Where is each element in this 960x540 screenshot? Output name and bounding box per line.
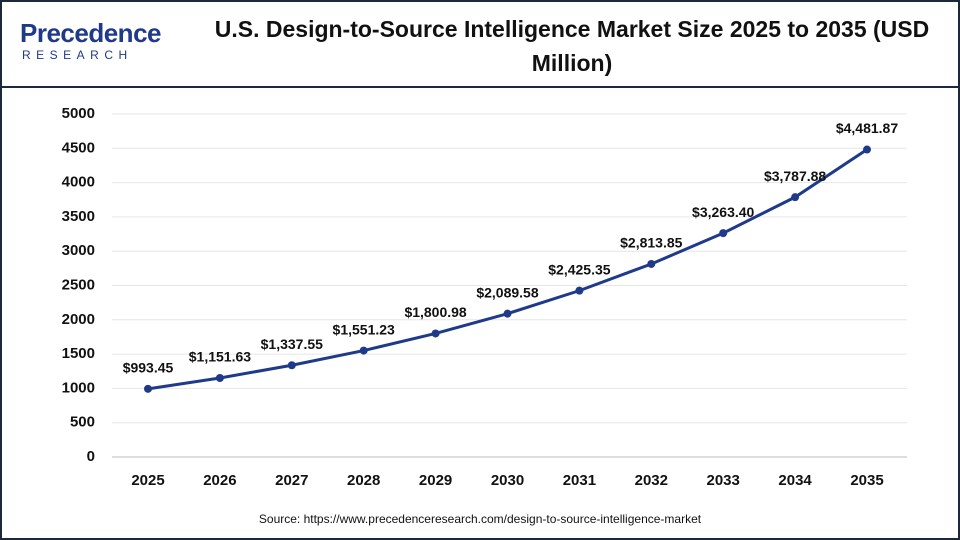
point bbox=[575, 286, 584, 295]
y-tick-label: 1500 bbox=[62, 345, 95, 362]
logo-sub: RESEARCH bbox=[22, 48, 133, 62]
point bbox=[287, 361, 296, 370]
data-label: $2,089.58 bbox=[476, 284, 538, 300]
point bbox=[503, 309, 512, 318]
y-tick-label: 4500 bbox=[62, 139, 95, 156]
data-label: $1,551.23 bbox=[333, 321, 395, 337]
point bbox=[215, 373, 224, 382]
x-tick-label: 2033 bbox=[707, 472, 740, 489]
point bbox=[863, 145, 871, 154]
x-tick-label: 2026 bbox=[203, 472, 236, 489]
x-tick-label: 2032 bbox=[635, 472, 668, 489]
data-label: $4,481.87 bbox=[836, 120, 898, 136]
line bbox=[147, 148, 868, 391]
x-tick-label: 2034 bbox=[778, 472, 812, 489]
data-label: $3,263.40 bbox=[692, 204, 754, 220]
x-tick-label: 2035 bbox=[850, 472, 883, 489]
y-tick-label: 2500 bbox=[62, 276, 95, 293]
point bbox=[791, 193, 800, 202]
header-rule bbox=[2, 86, 958, 88]
data-label: $1,800.98 bbox=[404, 304, 466, 320]
x-tick-label: 2025 bbox=[131, 472, 164, 489]
x-tick-label: 2027 bbox=[275, 472, 308, 489]
point bbox=[359, 346, 368, 355]
y-tick-label: 5000 bbox=[62, 105, 95, 122]
data-label: $1,337.55 bbox=[261, 336, 323, 352]
y-tick-label: 0 bbox=[87, 448, 95, 465]
point bbox=[144, 384, 152, 393]
point bbox=[431, 329, 440, 338]
chart-title: U.S. Design-to-Source Intelligence Marke… bbox=[214, 16, 930, 76]
y-tick-label: 3500 bbox=[62, 208, 95, 225]
data-label: $3,787.88 bbox=[764, 168, 826, 184]
data-label: $2,813.85 bbox=[620, 235, 682, 251]
source: Source: https://www.precedenceresearch.c… bbox=[259, 512, 702, 526]
x-tick-label: 2028 bbox=[347, 472, 380, 489]
data-label: $993.45 bbox=[123, 360, 174, 376]
point bbox=[719, 229, 728, 238]
data-label: $1,151.63 bbox=[189, 349, 251, 365]
x-tick-label: 2029 bbox=[419, 472, 452, 489]
y-tick-label: 3000 bbox=[62, 242, 95, 259]
y-tick-label: 2000 bbox=[62, 311, 95, 328]
x-tick-label: 2031 bbox=[563, 472, 596, 489]
point bbox=[647, 259, 656, 268]
y-tick-label: 1000 bbox=[62, 379, 95, 396]
logo-name: Precedence bbox=[20, 18, 161, 48]
y-tick-label: 500 bbox=[70, 414, 95, 431]
y-tick-label: 4000 bbox=[62, 174, 95, 191]
data-label: $2,425.35 bbox=[548, 261, 610, 277]
x-tick-label: 2030 bbox=[491, 472, 524, 489]
